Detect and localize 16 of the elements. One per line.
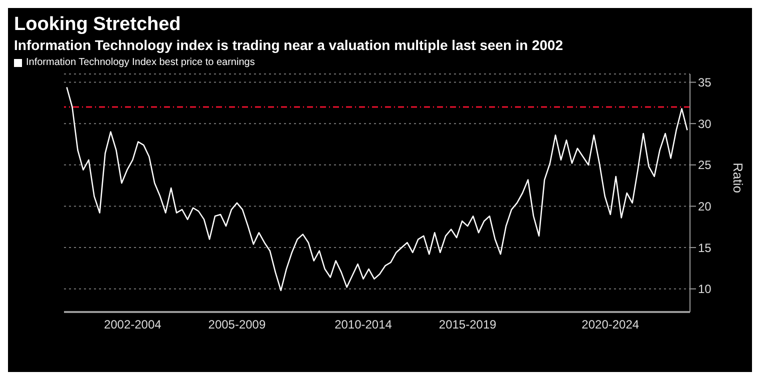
legend-label: Information Technology Index best price to earnings xyxy=(25,57,255,68)
y-tick-label: 15 xyxy=(698,240,712,255)
x-tick-label: 2010-2014 xyxy=(334,318,392,332)
y-tick-label: 25 xyxy=(698,158,712,172)
x-tick-label: 2015-2019 xyxy=(438,318,497,332)
line-series xyxy=(66,86,688,292)
y-tick-label: 35 xyxy=(698,76,712,90)
chart-subtitle: Information Technology index is trading near a valuation multiple last seen in 2002 xyxy=(14,37,564,53)
chart-title: Looking Stretched xyxy=(14,14,182,36)
y-tick-label: 30 xyxy=(698,116,712,131)
y-tick-label: 20 xyxy=(698,199,712,214)
y-tick-label: 10 xyxy=(698,282,712,296)
x-tick-label: 2005-2009 xyxy=(208,318,266,332)
y-axis-title: Ratio xyxy=(730,162,746,193)
x-tick-label: 2020-2024 xyxy=(582,318,640,332)
x-tick-label: 2002-2004 xyxy=(104,318,162,332)
